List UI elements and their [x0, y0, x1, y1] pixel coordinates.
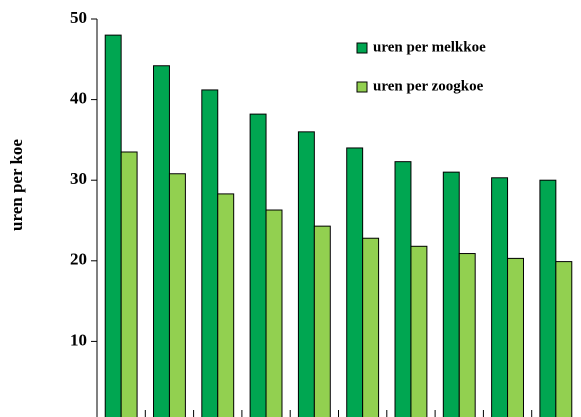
bar	[201, 89, 219, 417]
bar	[120, 151, 138, 417]
legend-swatch	[356, 42, 368, 54]
bar	[249, 113, 267, 417]
bar	[491, 177, 509, 417]
bar	[442, 171, 460, 417]
bar	[313, 225, 331, 417]
bar	[265, 209, 283, 417]
bar	[555, 261, 573, 417]
bar	[362, 237, 380, 417]
bar	[153, 65, 170, 417]
bar	[104, 34, 122, 417]
y-tick-label: 30	[70, 169, 87, 188]
y-tick-label: 20	[70, 250, 87, 269]
bar	[539, 179, 557, 417]
y-axis-label: uren per koe	[7, 139, 26, 231]
bar	[168, 173, 186, 417]
bar	[458, 253, 476, 417]
y-tick-label: 50	[70, 8, 87, 27]
legend-label: uren per melkkoe	[373, 39, 486, 55]
bar	[410, 245, 428, 417]
bar	[297, 131, 315, 417]
bar	[394, 161, 412, 417]
legend-swatch	[356, 81, 368, 93]
y-tick-label: 40	[70, 89, 87, 108]
y-tick-label: 10	[70, 330, 87, 349]
bar	[217, 193, 235, 417]
bar	[346, 147, 364, 417]
bar	[507, 257, 524, 417]
legend-label: uren per zoogkoe	[373, 78, 484, 94]
